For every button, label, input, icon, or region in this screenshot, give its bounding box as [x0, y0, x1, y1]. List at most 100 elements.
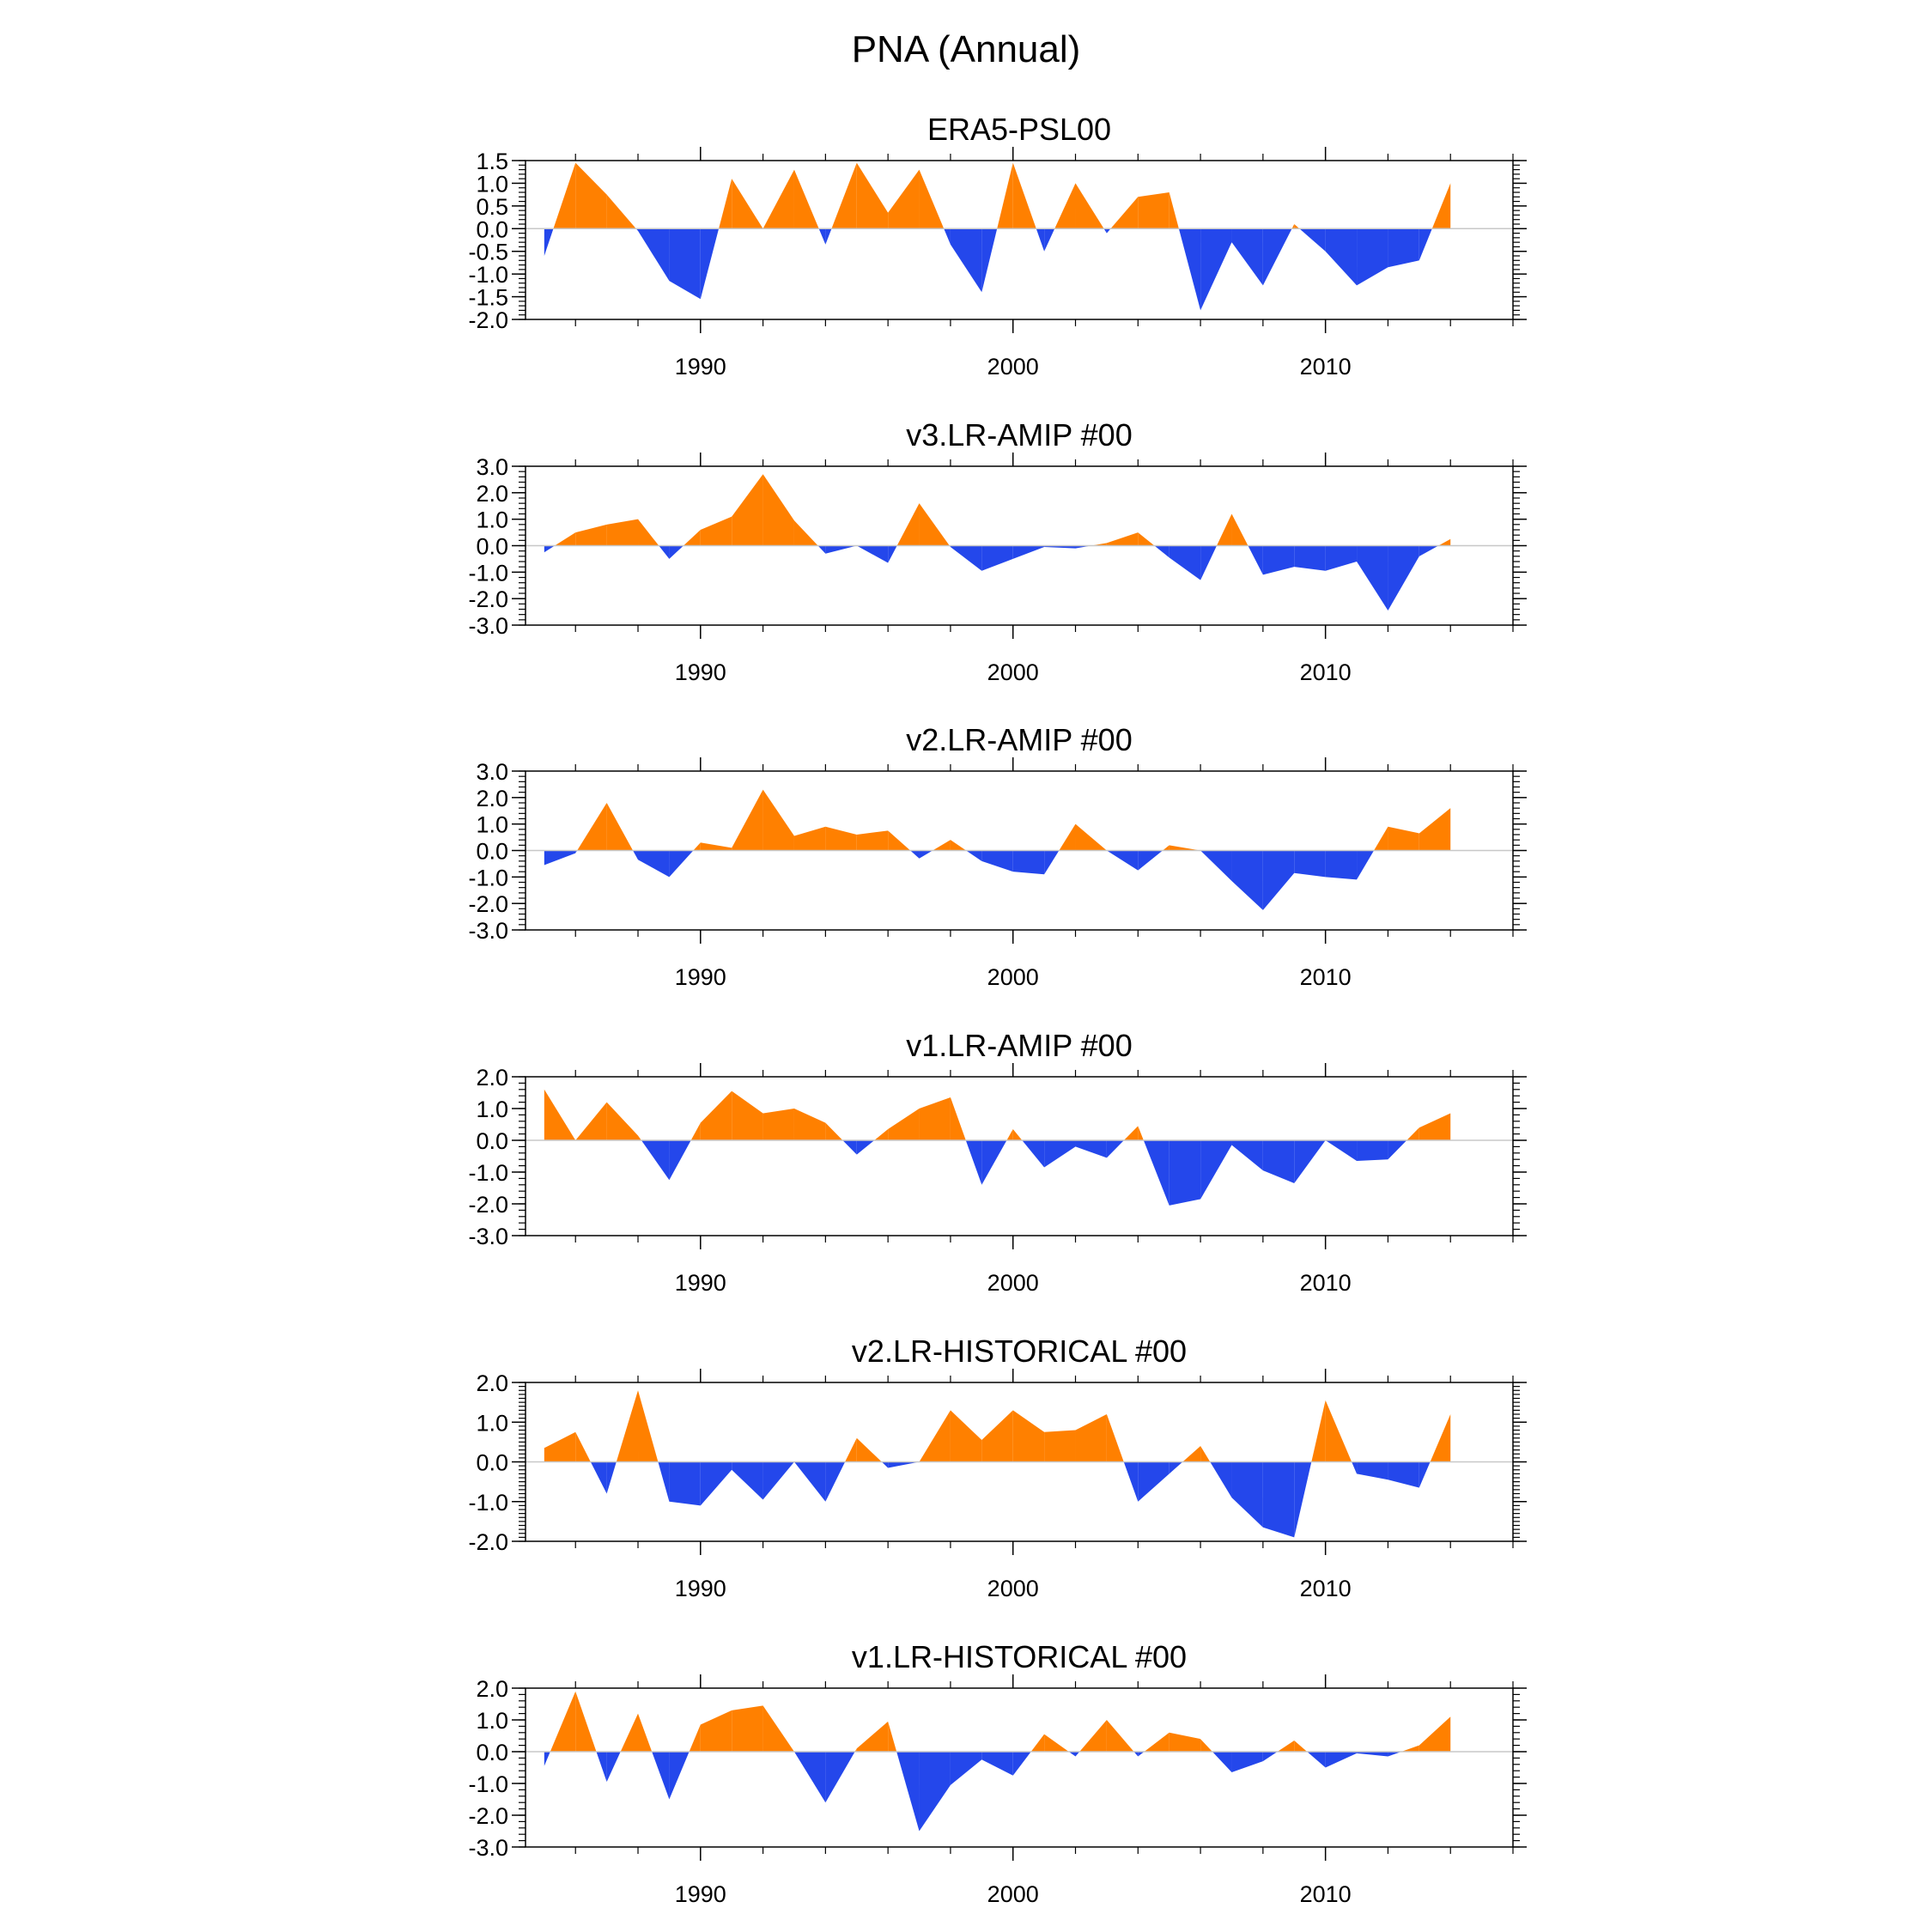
panel-title: v2.LR-AMIP #00 — [906, 722, 1132, 757]
negative-area — [1012, 850, 1045, 875]
x-tick-label: 2000 — [987, 1576, 1039, 1601]
positive-area — [1182, 1446, 1201, 1462]
y-tick-label: 2.0 — [476, 481, 508, 507]
negative-area — [669, 228, 701, 300]
positive-area — [762, 789, 794, 851]
negative-area — [825, 545, 857, 554]
positive-area — [1291, 224, 1295, 229]
x-tick-label: 2010 — [1300, 1576, 1352, 1601]
negative-area — [1012, 1752, 1031, 1776]
negative-area — [944, 228, 951, 245]
positive-area — [1044, 1430, 1076, 1462]
x-tick-label: 1990 — [675, 964, 726, 990]
negative-area — [1138, 1461, 1170, 1502]
positive-area — [950, 1097, 966, 1140]
positive-area — [793, 169, 819, 229]
positive-area — [831, 162, 857, 229]
x-minor-ticks — [574, 154, 1514, 326]
negative-area — [596, 1752, 607, 1783]
positive-area — [700, 516, 732, 546]
negative-area — [1169, 545, 1201, 580]
negative-area — [669, 1752, 690, 1800]
y-tick-label: 2.0 — [476, 1370, 508, 1396]
positive-area — [1075, 823, 1107, 851]
positive-area — [1406, 1127, 1419, 1140]
x-tick-label: 2000 — [987, 1881, 1039, 1907]
x-tick-label: 1990 — [675, 1881, 726, 1907]
negative-area — [1388, 1461, 1419, 1488]
negative-area — [1357, 1752, 1388, 1757]
positive-area — [825, 1122, 843, 1140]
y-tick-label: -1.0 — [468, 1490, 508, 1516]
positive-area — [1169, 1732, 1201, 1752]
y-tick-label: 1.0 — [476, 171, 508, 197]
negative-area — [1294, 850, 1326, 878]
positive-area — [1059, 823, 1076, 851]
positive-area — [793, 1109, 826, 1140]
y-tick-label: -2.0 — [468, 586, 508, 612]
negative-area — [1325, 850, 1358, 880]
positive-area — [1430, 1414, 1451, 1462]
negative-area — [1200, 545, 1217, 580]
panel-6: v1.LR-HISTORICAL #00 2.0 1.0 0.0 -1.0 -2.0 -3.… — [468, 1639, 1527, 1907]
positive-area — [1054, 183, 1076, 229]
negative-area — [1068, 1752, 1076, 1757]
negative-area — [1075, 1140, 1107, 1158]
positive-area — [700, 1091, 732, 1140]
positive-area — [856, 1721, 889, 1752]
positive-area — [550, 1691, 576, 1752]
negative-area — [1169, 1461, 1183, 1474]
positive-area — [933, 840, 951, 851]
negative-area — [888, 1461, 920, 1468]
positive-area — [554, 532, 576, 546]
positive-area — [1044, 1734, 1069, 1752]
negative-area — [1133, 1752, 1139, 1757]
negative-area — [825, 228, 832, 245]
positive-area — [1401, 1745, 1419, 1752]
y-tick-label: -3.0 — [468, 918, 508, 944]
positive-area — [577, 803, 607, 851]
negative-area — [1419, 228, 1432, 261]
negative-area — [818, 228, 826, 245]
y-tick-label: 1.0 — [476, 1410, 508, 1436]
y-tick-label: 3.0 — [476, 454, 508, 480]
positive-area — [1123, 1126, 1139, 1140]
x-tick-label: 2000 — [987, 354, 1039, 380]
y-tick-label: -2.0 — [468, 891, 508, 917]
negative-area — [732, 1461, 763, 1500]
x-tick-label: 2010 — [1300, 1881, 1352, 1907]
negative-area — [544, 850, 576, 866]
positive-area — [1106, 532, 1139, 546]
positive-area — [700, 1710, 732, 1752]
positive-area — [575, 1102, 607, 1140]
positive-area — [1075, 1414, 1107, 1462]
negative-area — [1231, 850, 1263, 910]
positive-area — [1217, 513, 1232, 546]
positive-area — [1419, 1716, 1451, 1752]
negative-area — [1044, 228, 1055, 252]
positive-area — [950, 1410, 982, 1462]
plot-frame — [525, 1076, 1514, 1236]
negative-area — [1307, 1752, 1326, 1768]
positive-area — [1079, 1720, 1107, 1752]
positive-area — [616, 1390, 639, 1462]
negative-area — [1357, 228, 1388, 286]
negative-area — [1248, 545, 1263, 575]
positive-area — [700, 842, 732, 851]
negative-area — [1178, 228, 1201, 311]
negative-area — [981, 1752, 1013, 1776]
positive-area — [719, 179, 732, 229]
negative-area — [966, 850, 982, 861]
negative-area — [1103, 228, 1107, 234]
positive-area — [1231, 513, 1249, 546]
y-tick-label: -1.0 — [468, 1160, 508, 1186]
positive-area — [638, 1135, 641, 1140]
positive-area — [606, 1102, 639, 1140]
x-minor-ticks — [574, 459, 1514, 632]
negative-area — [700, 228, 720, 300]
negative-area — [641, 1140, 670, 1181]
panel-2: v3.LR-AMIP #00 3.02.01.00.0-1.0-2.0-3.0 19… — [468, 417, 1527, 685]
negative-area — [793, 1752, 826, 1803]
x-tick-label: 1990 — [675, 1270, 726, 1296]
